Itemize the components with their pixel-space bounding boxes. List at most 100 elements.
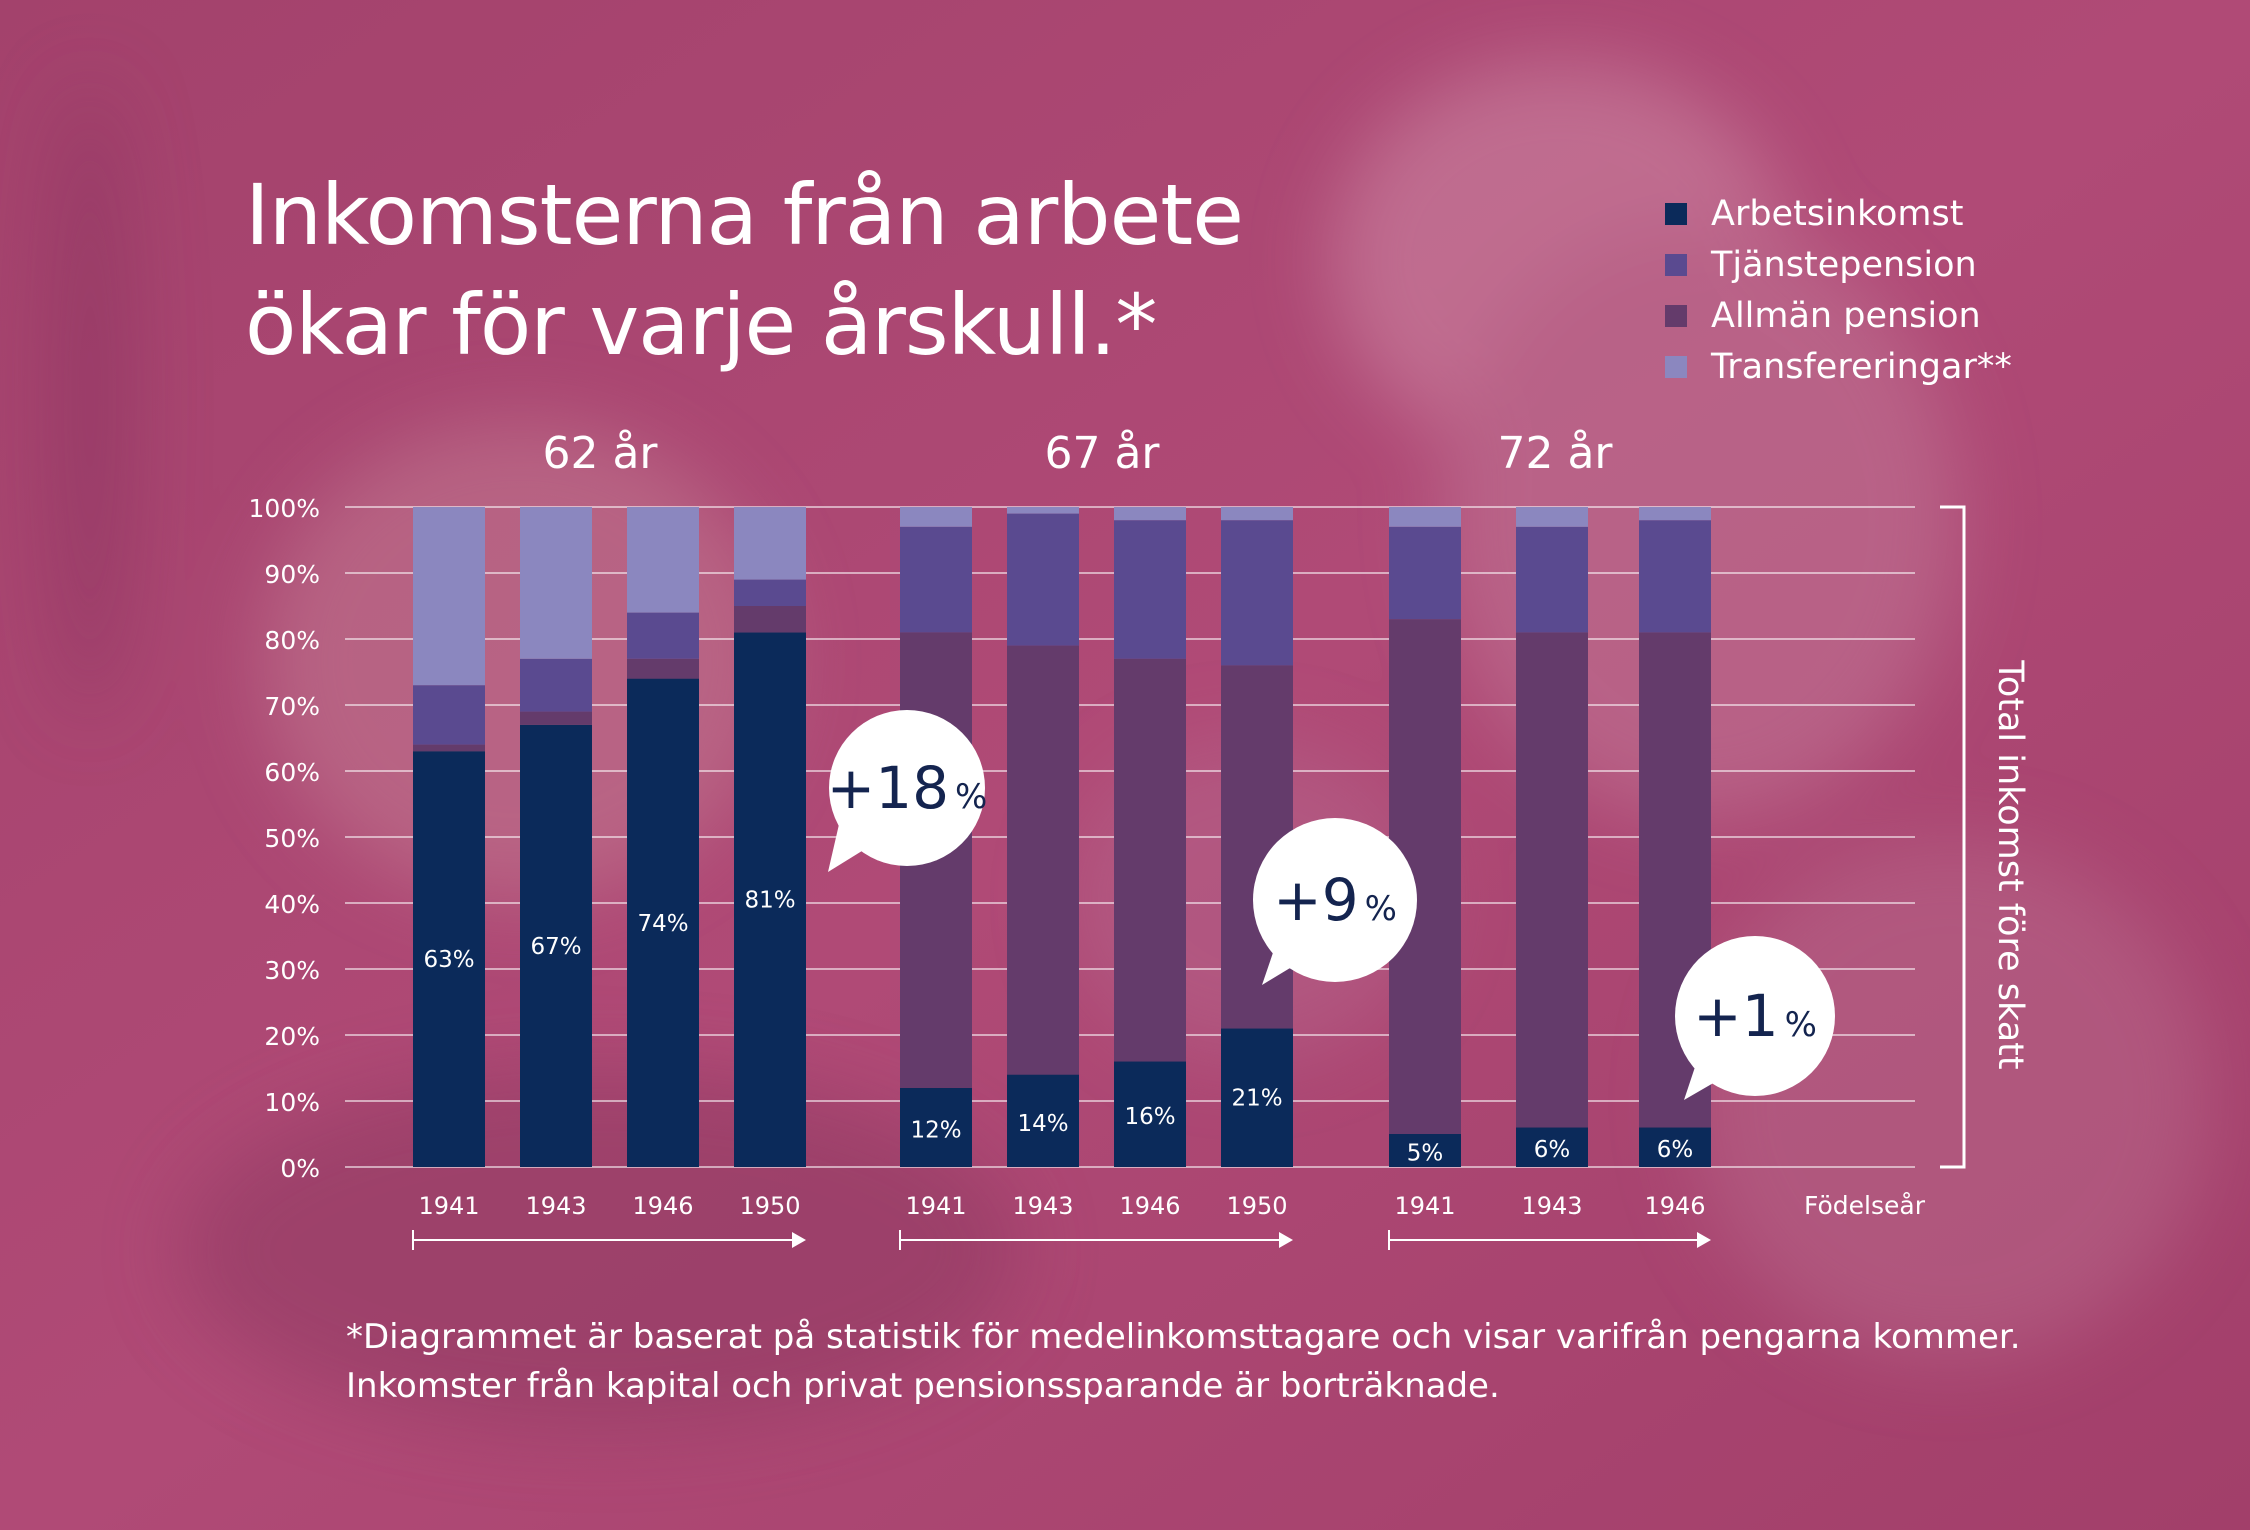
bar-segment-transfereringar [1639,507,1711,521]
group-title-72: 72 år [1497,428,1613,479]
bar-segment-allman-pension [1114,658,1186,1062]
bar-segment-allman-pension [520,711,592,725]
bar-segment-arbetsinkomst [734,632,806,1167]
y-tick-label: 70% [264,692,320,721]
x-tick-label: 1950 [1226,1192,1287,1220]
bar-segment-tjanstepension [1007,513,1079,646]
group-title-67: 67 år [1044,428,1160,479]
x-tick-label: 1950 [739,1192,800,1220]
bar-segment-arbetsinkomst [1007,1074,1079,1167]
change-value: +18 [826,754,950,822]
group-title-62: 62 år [542,428,658,479]
legend-swatch [1665,355,1687,378]
x-tick-label: 1941 [418,1192,479,1220]
bar-segment-transfereringar [413,507,485,686]
timeline-arrow-head [1279,1232,1293,1248]
bar-segment-allman-pension [734,606,806,633]
bar-segment-tjanstepension [734,579,806,606]
bar-segment-tjanstepension [520,658,592,712]
bar-segment-tjanstepension [627,612,699,659]
x-tick-label: 1941 [1394,1192,1455,1220]
total-bracket [1940,505,1966,1169]
title-line-2: ökar för varje årskull.* [245,276,1157,374]
bar-value-label: 14% [1017,1111,1068,1137]
bar-segment-transfereringar [1389,507,1461,527]
bar-segment-tjanstepension [1516,526,1588,633]
change-value: +1 [1693,982,1779,1050]
bar-segment-transfereringar [627,507,699,613]
x-axis-title: Födelseår [1804,1191,1925,1220]
bar-segment-tjanstepension [1221,520,1293,666]
bar-segment-transfereringar [1114,507,1186,521]
timeline-arrow-head [792,1232,806,1248]
change-unit: % [1364,889,1397,929]
bar-segment-arbetsinkomst [413,751,485,1167]
bar-segment-arbetsinkomst [900,1087,972,1167]
bar-segment-tjanstepension [1389,526,1461,620]
bar-segment-transfereringar [900,507,972,527]
speech-bubble [1253,818,1417,982]
x-tick-label: 1946 [1644,1192,1705,1220]
bar-segment-arbetsinkomst [1221,1028,1293,1167]
speech-bubble [829,710,985,866]
bar-value-label: 12% [910,1117,961,1143]
bar-segment-arbetsinkomst [1389,1134,1461,1167]
change-unit: % [1784,1005,1817,1045]
y-tick-label: 50% [264,824,320,853]
change-label-67: +9% [1273,866,1397,934]
legend-label: Arbetsinkomst [1711,193,1964,234]
legend-swatch [1665,202,1687,225]
bar-segment-allman-pension [413,744,485,752]
bar-value-label: 16% [1124,1104,1175,1130]
bar-segment-allman-pension [1516,632,1588,1128]
legend-item-allman-pension: Allmän pension [1665,290,2012,341]
speech-bubble-tail [828,820,870,872]
x-tick-label: 1946 [632,1192,693,1220]
footnote-line-2: Inkomster från kapital och privat pensio… [346,1366,1500,1406]
y-tick-label: 90% [264,560,320,589]
bar-value-label: 74% [637,911,688,937]
bar-segment-arbetsinkomst [1114,1061,1186,1167]
legend-swatch [1665,253,1687,276]
legend-item-tjanstepension: Tjänstepension [1665,239,2012,290]
bar-value-label: 6% [1657,1137,1694,1163]
bar-segment-arbetsinkomst [1639,1127,1711,1167]
legend-label: Transfereringar** [1711,346,2012,387]
bar-segment-transfereringar [734,507,806,580]
title-line-1: Inkomsterna från arbete [245,166,1244,264]
legend-swatch [1665,304,1687,327]
footnote-line-1: *Diagrammet är baserat på statistik för … [346,1317,2021,1357]
change-label-62: +18% [827,754,988,822]
y-tick-label: 80% [264,626,320,655]
legend-label: Allmän pension [1711,295,1981,336]
y-tick-label: 30% [264,956,320,985]
bar-segment-transfereringar [1516,507,1588,527]
timeline-arrow-head [1697,1232,1711,1248]
legend-item-transfereringar: Transfereringar** [1665,341,2012,392]
change-label-72: +1% [1693,982,1817,1050]
x-tick-label: 1943 [1012,1192,1073,1220]
y-tick-label: 20% [264,1022,320,1051]
bar-value-label: 81% [744,888,795,914]
bar-segment-transfereringar [1007,507,1079,514]
y-tick-label: 10% [264,1088,320,1117]
bar-segment-allman-pension [1007,645,1079,1075]
bar-segment-transfereringar [1221,507,1293,521]
y-tick-label: 60% [264,758,320,787]
x-tick-label: 1943 [1521,1192,1582,1220]
bar-segment-arbetsinkomst [1516,1127,1588,1167]
y-tick-label: 40% [264,890,320,919]
x-tick-label: 1941 [905,1192,966,1220]
bar-segment-allman-pension [627,658,699,679]
change-unit: % [955,777,988,817]
chart-title: Inkomsterna från arbete ökar för varje å… [245,160,1244,380]
bar-segment-arbetsinkomst [520,724,592,1167]
bar-value-label: 5% [1407,1141,1444,1167]
bar-value-label: 63% [423,947,474,973]
bar-segment-tjanstepension [413,685,485,745]
bar-value-label: 6% [1534,1137,1571,1163]
bar-segment-arbetsinkomst [627,678,699,1167]
x-tick-label: 1943 [525,1192,586,1220]
y-tick-label: 0% [280,1154,320,1183]
legend: Arbetsinkomst Tjänstepension Allmän pens… [1665,188,2012,392]
